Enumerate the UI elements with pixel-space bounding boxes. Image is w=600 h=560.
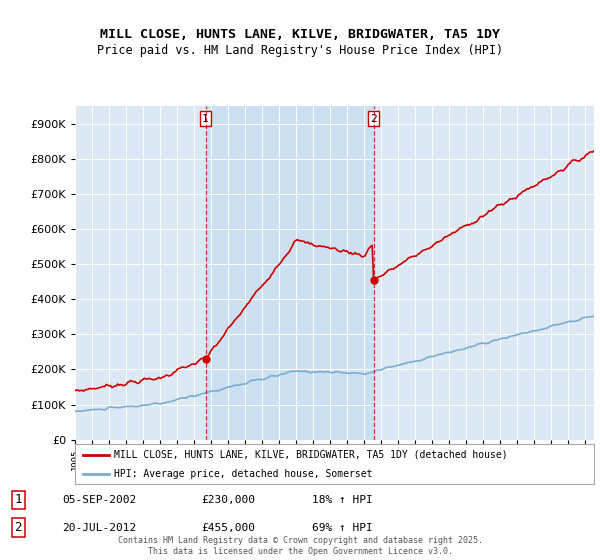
Text: Price paid vs. HM Land Registry's House Price Index (HPI): Price paid vs. HM Land Registry's House …	[97, 44, 503, 57]
Text: 69% ↑ HPI: 69% ↑ HPI	[311, 522, 373, 533]
Text: 1: 1	[202, 114, 209, 124]
Bar	[206, 106, 374, 440]
Text: 05-SEP-2002: 05-SEP-2002	[62, 495, 136, 505]
Text: £455,000: £455,000	[201, 522, 255, 533]
Text: 2: 2	[370, 114, 377, 124]
Text: 1: 1	[14, 493, 22, 506]
Text: 18% ↑ HPI: 18% ↑ HPI	[311, 495, 373, 505]
Text: HPI: Average price, detached house, Somerset: HPI: Average price, detached house, Some…	[114, 469, 373, 479]
Text: MILL CLOSE, HUNTS LANE, KILVE, BRIDGWATER, TA5 1DY (detached house): MILL CLOSE, HUNTS LANE, KILVE, BRIDGWATE…	[114, 450, 508, 460]
Text: Contains HM Land Registry data © Crown copyright and database right 2025.
This d: Contains HM Land Registry data © Crown c…	[118, 536, 482, 556]
Text: 2: 2	[14, 521, 22, 534]
Text: £230,000: £230,000	[201, 495, 255, 505]
Text: 20-JUL-2012: 20-JUL-2012	[62, 522, 136, 533]
Text: MILL CLOSE, HUNTS LANE, KILVE, BRIDGWATER, TA5 1DY: MILL CLOSE, HUNTS LANE, KILVE, BRIDGWATE…	[100, 28, 500, 41]
